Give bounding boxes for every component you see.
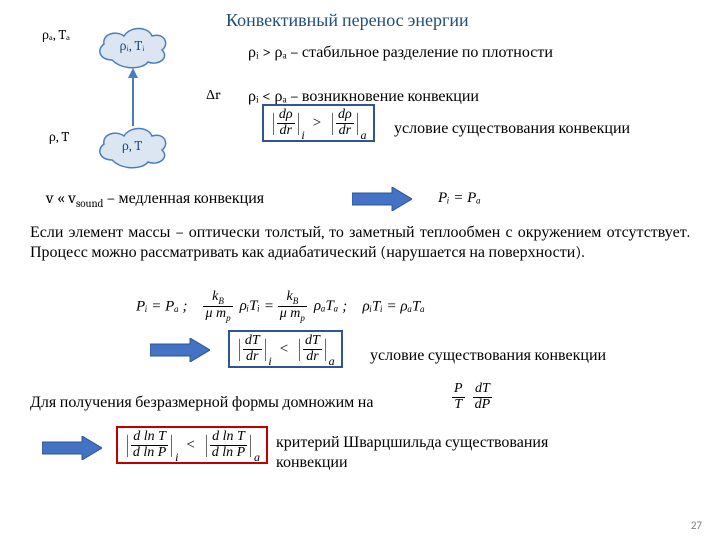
pt-fraction: PT dTdP (452, 382, 492, 412)
slide: Конвективный перенос энергии ρᵢ, Tᵢ ρ, T… (0, 0, 720, 540)
page-number: 27 (691, 519, 702, 532)
pressure-equal: Pᵢ = Pₐ (438, 190, 481, 207)
slow-convection-text: v « vsound – медленная конвекция (46, 188, 264, 211)
condition-2-text: условие существования конвекции (370, 345, 670, 365)
cloud-top-label: ρᵢ, Tᵢ (92, 37, 172, 55)
arrow-up-icon (126, 68, 140, 128)
arrow-right-1-icon (352, 187, 412, 211)
cloud-bottom: ρ, T (92, 124, 172, 170)
density-stable-text: ρᵢ > ρₐ – стабильное разделение по плотн… (248, 42, 618, 62)
cloud-top: ρᵢ, Tᵢ (92, 24, 172, 70)
side-label-top: ρₐ, Tₐ (36, 26, 76, 44)
condition-1-text: условие существования конвекции (394, 118, 694, 138)
formula-1-box: |dρdr|i > |dρdr|a (262, 104, 375, 142)
delta-r-label: Δr (206, 86, 226, 104)
arrow-right-3-icon (42, 436, 102, 460)
density-convection-text: ρᵢ < ρₐ – возникновение конвекции (248, 86, 648, 106)
chain-equation: Pᵢ = Pₐ ; kBμ mp ρᵢTᵢ = kBμ mp ρₐTₐ ; ρᵢ… (136, 290, 425, 323)
schwarzschild-text: критерий Шварцшильда существования конве… (276, 432, 606, 472)
cloud-bottom-label: ρ, T (92, 137, 172, 155)
arrow-right-2-icon (150, 338, 210, 362)
dimless-text: Для получения безразмерной формы домножи… (30, 392, 373, 412)
formula-3-box: |d ln Td ln P|i < |d ln Td ln P|a (116, 426, 268, 464)
formula-2-box: |dTdr|i < |dTdr|a (228, 330, 343, 368)
slide-title: Конвективный перенос энергии (226, 10, 469, 31)
adiabatic-paragraph: Если элемент массы – оптически толстый, … (30, 222, 690, 262)
side-label-bottom: ρ, T (44, 128, 74, 146)
